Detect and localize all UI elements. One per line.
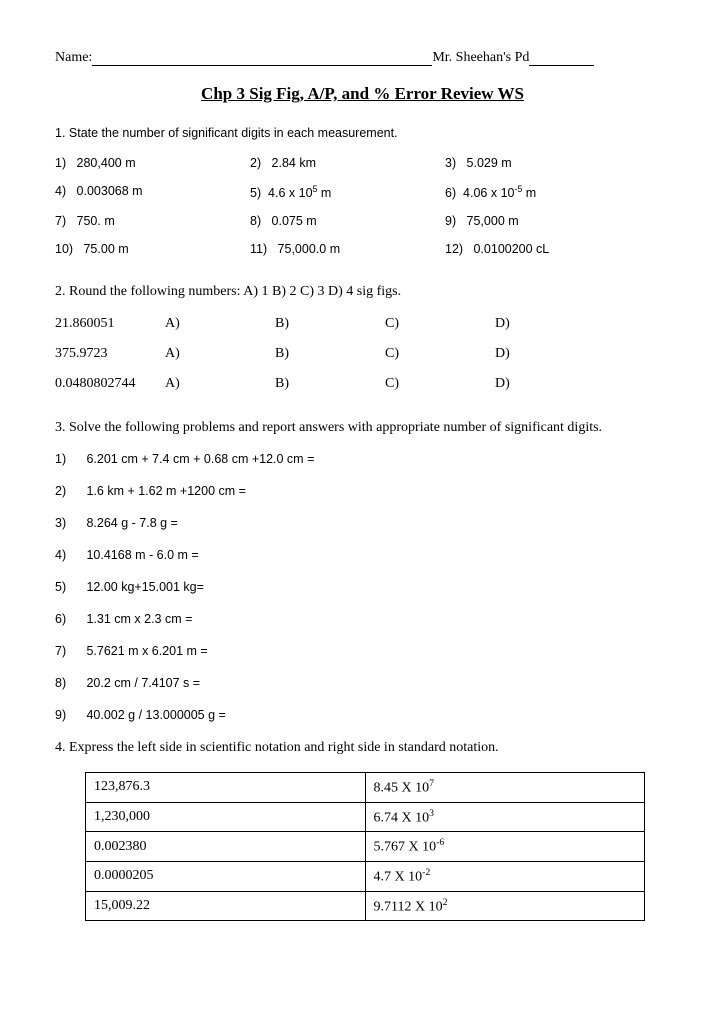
q3-expr: 40.002 g / 13.000005 g = — [83, 708, 226, 722]
q2-row: 21.860051A)B)C)D) — [55, 316, 670, 332]
q1-grid: 1) 280,400 m2) 2.84 km3) 5.029 m 4) 0.003… — [55, 156, 670, 256]
q2-row: 375.9723A)B)C)D) — [55, 346, 670, 362]
pd-blank — [529, 65, 594, 66]
q3-item: 9) 40.002 g / 13.000005 g = — [55, 708, 670, 722]
q3-num: 2) — [55, 484, 83, 498]
table-row: 123,876.38.45 X 107 — [86, 773, 645, 803]
teacher-label: Mr. Sheehan's Pd — [432, 50, 529, 65]
q3-rows: 1) 6.201 cm + 7.4 cm + 0.68 cm +12.0 cm … — [55, 452, 670, 722]
table-row: 0.0023805.767 X 10-6 — [86, 832, 645, 862]
q1-item: 5) 4.6 x 105 m — [250, 184, 445, 200]
q3-item: 1) 6.201 cm + 7.4 cm + 0.68 cm +12.0 cm … — [55, 452, 670, 466]
header-line: Name: Mr. Sheehan's Pd — [55, 50, 670, 66]
q2-cell: C) — [385, 376, 495, 392]
q4-right: 5.767 X 10-6 — [365, 832, 645, 862]
q1-item: 12) 0.0100200 cL — [445, 242, 670, 256]
q3-expr: 12.00 kg+15.001 kg= — [83, 580, 204, 594]
q3-num: 1) — [55, 452, 83, 466]
q1-item: 3) 5.029 m — [445, 156, 670, 170]
q2-prompt: 2. Round the following numbers: A) 1 B) … — [55, 284, 670, 300]
q2-cell: C) — [385, 316, 495, 332]
q4-right: 6.74 X 103 — [365, 802, 645, 832]
q2-cell: 21.860051 — [55, 316, 165, 332]
q3-num: 3) — [55, 516, 83, 530]
q3-expr: 5.7621 m x 6.201 m = — [83, 644, 208, 658]
q1-item: 7) 750. m — [55, 214, 250, 228]
q3-item: 3) 8.264 g - 7.8 g = — [55, 516, 670, 530]
q1-item: 1) 280,400 m — [55, 156, 250, 170]
q2-cell: C) — [385, 346, 495, 362]
q3-item: 6) 1.31 cm x 2.3 cm = — [55, 612, 670, 626]
q3-item: 5) 12.00 kg+15.001 kg= — [55, 580, 670, 594]
table-row: 15,009.229.7112 X 102 — [86, 891, 645, 921]
q3-expr: 6.201 cm + 7.4 cm + 0.68 cm +12.0 cm = — [83, 452, 314, 466]
q2-row: 0.0480802744A)B)C)D) — [55, 376, 670, 392]
q4-table: 123,876.38.45 X 1071,230,0006.74 X 1030.… — [85, 772, 645, 921]
q3-num: 4) — [55, 548, 83, 562]
q2-cell: B) — [275, 346, 385, 362]
q3-num: 7) — [55, 644, 83, 658]
q2-cell: D) — [495, 346, 670, 362]
name-label: Name: — [55, 50, 92, 65]
q3-num: 9) — [55, 708, 83, 722]
q4-left: 123,876.3 — [86, 773, 366, 803]
q4-prompt: 4. Express the left side in scientific n… — [55, 740, 670, 756]
q3-num: 8) — [55, 676, 83, 690]
q4-left: 1,230,000 — [86, 802, 366, 832]
q3-expr: 10.4168 m - 6.0 m = — [83, 548, 199, 562]
q3-expr: 1.31 cm x 2.3 cm = — [83, 612, 192, 626]
q2-cell: 375.9723 — [55, 346, 165, 362]
q1-item: 9) 75,000 m — [445, 214, 670, 228]
q4-left: 15,009.22 — [86, 891, 366, 921]
q3-prompt: 3. Solve the following problems and repo… — [55, 420, 670, 436]
q4-left: 0.002380 — [86, 832, 366, 862]
q3-num: 6) — [55, 612, 83, 626]
q2-cell: 0.0480802744 — [55, 376, 165, 392]
q4-left: 0.0000205 — [86, 862, 366, 892]
q2-cell: A) — [165, 316, 275, 332]
table-row: 0.00002054.7 X 10-2 — [86, 862, 645, 892]
q1-item: 10) 75.00 m — [55, 242, 250, 256]
q1-prompt: 1. State the number of significant digit… — [55, 126, 670, 140]
page-title: Chp 3 Sig Fig, A/P, and % Error Review W… — [55, 84, 670, 104]
q1-item: 2) 2.84 km — [250, 156, 445, 170]
q3-expr: 1.6 km + 1.62 m +1200 cm = — [83, 484, 246, 498]
q2-cell: D) — [495, 376, 670, 392]
q3-item: 7) 5.7621 m x 6.201 m = — [55, 644, 670, 658]
q1-item: 8) 0.075 m — [250, 214, 445, 228]
q3-item: 8) 20.2 cm / 7.4107 s = — [55, 676, 670, 690]
q2-cell: B) — [275, 376, 385, 392]
table-row: 1,230,0006.74 X 103 — [86, 802, 645, 832]
q1-item: 6) 4.06 x 10-5 m — [445, 184, 670, 200]
q3-expr: 8.264 g - 7.8 g = — [83, 516, 178, 530]
q2-cell: D) — [495, 316, 670, 332]
q1-item: 4) 0.003068 m — [55, 184, 250, 200]
q2-rows: 21.860051A)B)C)D)375.9723A)B)C)D)0.04808… — [55, 316, 670, 392]
q3-item: 2) 1.6 km + 1.62 m +1200 cm = — [55, 484, 670, 498]
q4-right: 4.7 X 10-2 — [365, 862, 645, 892]
q1-item: 11) 75,000.0 m — [250, 242, 445, 256]
name-blank — [92, 65, 432, 66]
q2-cell: A) — [165, 376, 275, 392]
q3-num: 5) — [55, 580, 83, 594]
q4-right: 8.45 X 107 — [365, 773, 645, 803]
q2-cell: A) — [165, 346, 275, 362]
q3-expr: 20.2 cm / 7.4107 s = — [83, 676, 200, 690]
q2-cell: B) — [275, 316, 385, 332]
q3-item: 4) 10.4168 m - 6.0 m = — [55, 548, 670, 562]
q4-right: 9.7112 X 102 — [365, 891, 645, 921]
